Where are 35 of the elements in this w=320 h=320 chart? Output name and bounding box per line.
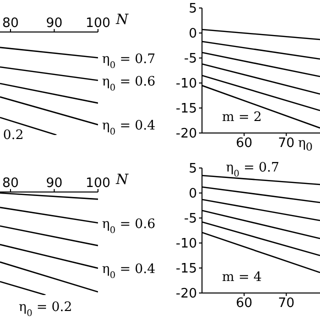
x-axis-title: N [115, 172, 129, 188]
y-tick-label: -20 [176, 126, 197, 142]
y-tick-label: -5 [184, 212, 197, 227]
x-tick-label: 60 [236, 136, 252, 152]
x-tick-label: 80 [2, 176, 19, 191]
annotation: η$_{0}$ = 0.6 [102, 216, 156, 236]
annotation: η$_{0}$ = 0.7 [226, 160, 280, 180]
x-tick-label: 70 [278, 296, 295, 312]
annotation: η$_{0}$ = 0.6 [102, 74, 156, 94]
text: η$_{0}$ [298, 136, 313, 156]
x-axis-title: N [115, 12, 129, 28]
y-tick-label: -15 [176, 102, 197, 117]
x-tick-label: 90 [46, 16, 63, 31]
y-tick-label: -10 [176, 76, 197, 92]
y-tick-label: -5 [184, 52, 197, 67]
y-tick-label: -20 [176, 286, 197, 302]
annotation: η$_{0}$ = 0.4 [102, 118, 156, 138]
y-tick-label: -10 [176, 236, 197, 252]
y-tick-label: 5 [188, 162, 197, 177]
x-tick-label: 60 [236, 296, 252, 312]
annotation: η$_{0}$ = 0.7 [102, 52, 156, 71]
x-tick-label: 90 [46, 176, 63, 191]
y-tick-label: -15 [176, 262, 197, 277]
annotation: η$_{0}$ = 0.2 [18, 300, 72, 319]
annotation: 0.2 [3, 128, 24, 144]
annotation: m = 4 [222, 270, 262, 286]
annotation: η$_{0}$ = 0.4 [102, 262, 156, 282]
y-tick-label: 0 [188, 186, 197, 202]
x-tick-label: 100 [86, 16, 110, 31]
y-tick-label: 0 [188, 26, 197, 42]
x-tick-label: 100 [86, 176, 110, 191]
x-tick-label: 70 [278, 136, 295, 152]
annotation: m = 2 [222, 110, 262, 126]
y-tick-label: 5 [188, 2, 197, 17]
x-tick-label: 80 [2, 16, 19, 31]
